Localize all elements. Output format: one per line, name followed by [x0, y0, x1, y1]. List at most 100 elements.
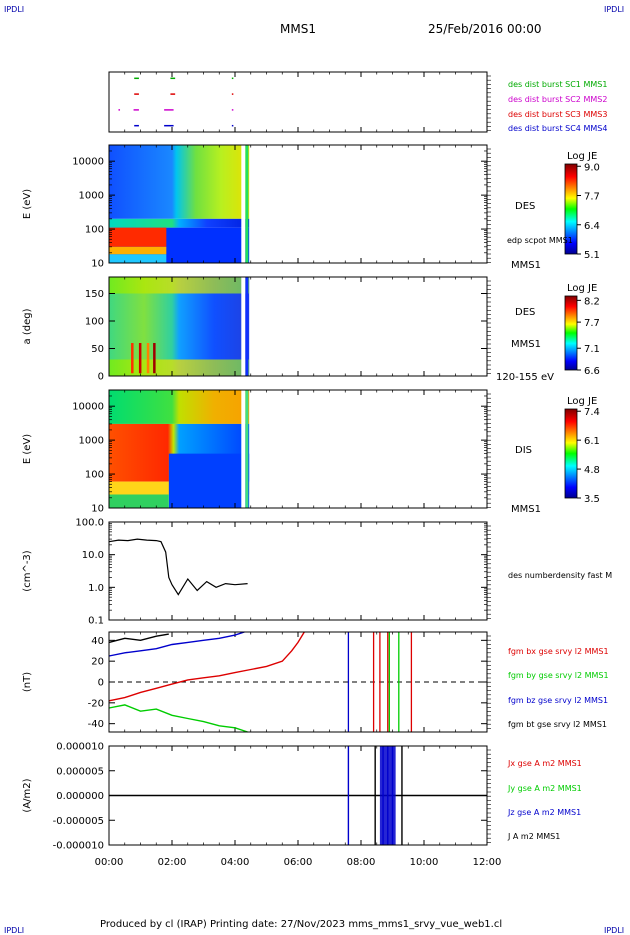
colorbar-tick-label: 7.1	[584, 344, 600, 355]
colorbar-tick-label: 7.4	[584, 407, 600, 418]
side-label: MMS1	[511, 260, 541, 271]
colorbar-tick-label: 8.2	[584, 296, 600, 307]
side-label: DES	[515, 307, 535, 318]
y-axis-label: (cm^-3)	[22, 550, 33, 591]
y-tick-label: 0.000005	[56, 766, 104, 777]
legend-entry: Jz gse A m2 MMS1	[507, 808, 581, 817]
des-energy-colorbar: Log JE9.0 7.7 6.4 5.1 DES edp scpot MMS1 MMS1	[507, 151, 600, 271]
panel-frame	[108, 745, 488, 846]
data-gap	[241, 277, 246, 376]
y-axis-label: (A/m2)	[22, 778, 33, 812]
colorbar-tick-label: 4.8	[584, 465, 600, 476]
panels-group: des dist burst SC1 MMS1 des dist burst SC…	[22, 71, 612, 869]
spectrogram-streak	[138, 343, 142, 374]
spectrogram-column	[245, 277, 249, 376]
y-tick-label: -0.000010	[53, 841, 104, 852]
des-pitch-panel	[108, 276, 488, 377]
panel-frame	[108, 631, 488, 733]
legend-entry: des dist burst SC4 MMS4	[508, 124, 607, 133]
y-tick-label: 1.0	[88, 583, 104, 594]
x-tick-label: 10:00	[410, 857, 439, 868]
side-label: edp scpot MMS1	[507, 236, 573, 245]
colorbar-title: Log JE	[567, 283, 597, 294]
fgm-line	[108, 704, 248, 733]
x-tick-label: 06:00	[284, 857, 313, 868]
legend-entry: fgm bz gse srvy l2 MMS1	[508, 696, 608, 705]
x-tick-label: 12:00	[473, 857, 502, 868]
legend-entry: fgm by gse srvy l2 MMS1	[508, 671, 609, 680]
y-tick-label: 0	[98, 678, 104, 689]
spectrogram-band	[109, 390, 250, 424]
corner-label-bottom-right: IPDLI	[604, 926, 625, 935]
spectrogram-hot-band	[109, 254, 167, 263]
des-energy-panel	[108, 144, 488, 264]
colorbar-title: Log JE	[567, 151, 597, 162]
y-axis-label: (nT)	[22, 672, 33, 692]
legend-entry: fgm bx gse srvy l2 MMS1	[508, 647, 609, 656]
legend-entry: des dist burst SC3 MMS3	[508, 110, 607, 119]
colorbar-tick-label: 6.6	[584, 366, 600, 377]
panel-frame	[108, 71, 488, 133]
fgm-line	[108, 631, 245, 657]
spectrogram-band	[109, 145, 250, 219]
spectrogram-band	[109, 494, 169, 508]
y-tick-label: 1000	[79, 436, 104, 447]
legend-entry: J A m2 MMS1	[507, 832, 560, 841]
data-gap	[241, 390, 246, 508]
spectrogram-column	[245, 390, 249, 508]
y-tick-label: -0.000005	[53, 816, 104, 827]
y-tick-label: 10000	[72, 157, 104, 168]
corner-label-bottom-left: IPDLI	[4, 926, 25, 935]
y-axis-label: a (deg)	[22, 308, 33, 344]
footer-credits: Produced by cl (IRAP) Printing date: 27/…	[100, 919, 503, 930]
legend-entry: des dist burst SC2 MMS2	[508, 95, 607, 104]
des-pitch-colorbar: Log JE 8.2 7.7 7.1 6.6 DES MMS1 120-155 eV	[496, 283, 600, 383]
y-tick-label: 20	[91, 657, 104, 668]
y-tick-label: 40	[91, 636, 104, 647]
y-tick-label: 1000	[79, 191, 104, 202]
y-tick-label: 150	[85, 289, 104, 300]
corner-label-top-right: IPDLI	[604, 5, 625, 14]
current-burst-block	[379, 746, 396, 845]
mission-title: MMS1	[280, 22, 316, 36]
density-panel: 0.1 1.0 10.0 100.0 (cm^-3) des numberdensity …	[22, 518, 612, 627]
spectrogram-band	[109, 359, 250, 376]
spectrogram-streak	[153, 343, 156, 374]
corner-label-top-left: IPDLI	[4, 5, 25, 14]
colorbar	[564, 408, 578, 499]
data-gap	[241, 145, 246, 263]
spectrogram-band	[168, 453, 250, 508]
current-panel: -0.000010 -0.000005 0.000000 0.000005 0.0000…	[22, 742, 582, 869]
spectrogram-band	[109, 277, 250, 294]
side-label: DES	[515, 201, 535, 212]
y-tick-label: 10	[91, 504, 104, 515]
side-label: DIS	[515, 445, 532, 456]
fgm-line	[108, 633, 169, 644]
y-tick-label: 100	[85, 317, 104, 328]
y-tick-label: -20	[88, 698, 104, 709]
legend-entry: Jx gse A m2 MMS1	[507, 759, 582, 768]
y-tick-label: 0.1	[88, 616, 104, 627]
spectrogram-column	[245, 145, 249, 263]
colorbar	[564, 163, 578, 255]
colorbar-tick-label: 5.1	[584, 250, 600, 261]
y-axis-label: E (eV)	[22, 189, 33, 219]
x-tick-label: 02:00	[158, 857, 187, 868]
x-tick-label: 04:00	[221, 857, 250, 868]
y-tick-label: 0	[98, 372, 104, 383]
side-label: MMS1	[511, 339, 541, 350]
des-energy-axes-panel: 10 100 1000 10000 E (eV)	[22, 145, 491, 270]
spectrogram-streak	[146, 343, 150, 374]
colorbar-title: Log JE	[567, 396, 597, 407]
colorbar	[564, 295, 578, 371]
legend-entry: fgm bt gse srvy l2 MMS1	[508, 720, 607, 729]
colorbar-tick-label: 3.5	[584, 494, 600, 505]
spectrogram-streak	[131, 343, 134, 374]
y-tick-label: 0.000010	[56, 742, 104, 753]
y-axis-label: E (eV)	[22, 434, 33, 464]
y-tick-label: 0.000000	[56, 791, 104, 802]
colorbar-tick-label: 7.7	[584, 318, 600, 329]
y-tick-label: 100	[85, 225, 104, 236]
side-label: MMS1	[511, 504, 541, 515]
